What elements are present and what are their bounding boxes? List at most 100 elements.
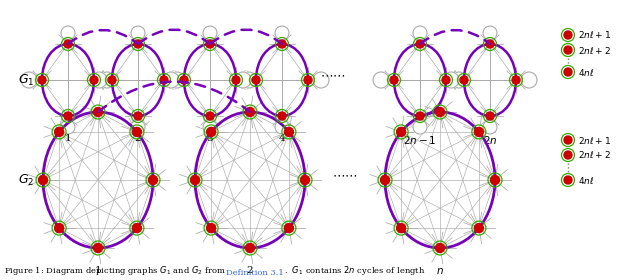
Circle shape	[252, 76, 260, 84]
Circle shape	[64, 40, 72, 48]
Circle shape	[397, 224, 406, 233]
Text: 1: 1	[65, 134, 71, 143]
Circle shape	[512, 76, 520, 84]
Circle shape	[54, 127, 63, 136]
Circle shape	[483, 26, 497, 40]
Circle shape	[521, 72, 537, 88]
Circle shape	[390, 76, 398, 84]
Circle shape	[38, 76, 46, 84]
Circle shape	[284, 224, 293, 233]
Circle shape	[203, 120, 217, 134]
Circle shape	[191, 176, 200, 185]
Circle shape	[474, 127, 483, 136]
Text: 2: 2	[246, 266, 253, 275]
Text: $n$: $n$	[436, 266, 444, 276]
Circle shape	[61, 26, 75, 40]
Circle shape	[381, 176, 390, 185]
Circle shape	[397, 127, 406, 136]
Circle shape	[304, 76, 312, 84]
Text: $4n\ell$: $4n\ell$	[578, 67, 595, 78]
Circle shape	[413, 26, 427, 40]
Circle shape	[61, 120, 75, 134]
Circle shape	[246, 108, 255, 116]
Circle shape	[313, 72, 329, 88]
Circle shape	[160, 76, 168, 84]
Circle shape	[275, 26, 289, 40]
Circle shape	[207, 127, 216, 136]
Circle shape	[564, 46, 572, 54]
Text: $2n\ell+1$: $2n\ell+1$	[578, 29, 611, 41]
Text: $G_2$ :: $G_2$ :	[18, 172, 43, 188]
Circle shape	[564, 151, 572, 159]
Circle shape	[206, 112, 214, 120]
Circle shape	[435, 244, 445, 253]
Circle shape	[483, 120, 497, 134]
Circle shape	[99, 72, 115, 88]
Circle shape	[413, 120, 427, 134]
Circle shape	[131, 26, 145, 40]
Circle shape	[564, 68, 572, 76]
Circle shape	[564, 31, 572, 39]
Circle shape	[134, 40, 142, 48]
Circle shape	[460, 76, 468, 84]
Circle shape	[486, 112, 494, 120]
Circle shape	[435, 108, 445, 116]
Circle shape	[246, 244, 255, 253]
Circle shape	[278, 112, 286, 120]
Circle shape	[206, 40, 214, 48]
Circle shape	[278, 40, 286, 48]
Text: $2n\ell+1$: $2n\ell+1$	[578, 134, 611, 146]
Circle shape	[564, 136, 572, 144]
Circle shape	[108, 76, 116, 84]
Circle shape	[21, 72, 37, 88]
Circle shape	[241, 72, 257, 88]
Circle shape	[490, 176, 499, 185]
Circle shape	[131, 120, 145, 134]
Circle shape	[169, 72, 185, 88]
Text: Definition 3.1: Definition 3.1	[227, 269, 284, 277]
Circle shape	[301, 176, 310, 185]
Circle shape	[203, 26, 217, 40]
Circle shape	[163, 72, 179, 88]
Text: Figure 1: Diagram depicting graphs $G_1$ and $G_2$ from: Figure 1: Diagram depicting graphs $G_1$…	[4, 264, 227, 277]
Circle shape	[275, 120, 289, 134]
Circle shape	[451, 72, 467, 88]
Text: $\cdots\cdots$: $\cdots\cdots$	[320, 69, 346, 81]
Circle shape	[235, 72, 251, 88]
Text: 1: 1	[95, 266, 101, 275]
Circle shape	[474, 224, 483, 233]
Circle shape	[416, 40, 424, 48]
Text: $2n$: $2n$	[483, 134, 497, 146]
Circle shape	[180, 76, 188, 84]
Circle shape	[93, 244, 102, 253]
Text: $2n\ell+2$: $2n\ell+2$	[578, 150, 611, 160]
Text: $\cdots\cdots$: $\cdots\cdots$	[332, 169, 358, 181]
Circle shape	[232, 76, 240, 84]
Circle shape	[54, 224, 63, 233]
Circle shape	[416, 112, 424, 120]
Text: 3: 3	[207, 134, 213, 143]
Circle shape	[93, 108, 102, 116]
Circle shape	[38, 176, 47, 185]
Circle shape	[90, 76, 98, 84]
Circle shape	[564, 176, 572, 184]
Text: 2: 2	[134, 134, 141, 143]
Circle shape	[373, 72, 389, 88]
Text: 4: 4	[278, 134, 285, 143]
Circle shape	[207, 224, 216, 233]
Text: $2n\ell+2$: $2n\ell+2$	[578, 45, 611, 55]
Circle shape	[134, 112, 142, 120]
Text: $4n\ell$: $4n\ell$	[578, 174, 595, 186]
Circle shape	[91, 72, 107, 88]
Circle shape	[486, 40, 494, 48]
Circle shape	[284, 127, 293, 136]
Text: $G_1$ :: $G_1$ :	[18, 73, 43, 88]
Text: .  $G_1$ contains $2n$ cycles of length: . $G_1$ contains $2n$ cycles of length	[284, 264, 426, 277]
Circle shape	[132, 127, 141, 136]
Text: $2n-1$: $2n-1$	[403, 134, 436, 146]
Circle shape	[148, 176, 157, 185]
Circle shape	[443, 72, 459, 88]
Circle shape	[64, 112, 72, 120]
Circle shape	[442, 76, 450, 84]
Circle shape	[132, 224, 141, 233]
